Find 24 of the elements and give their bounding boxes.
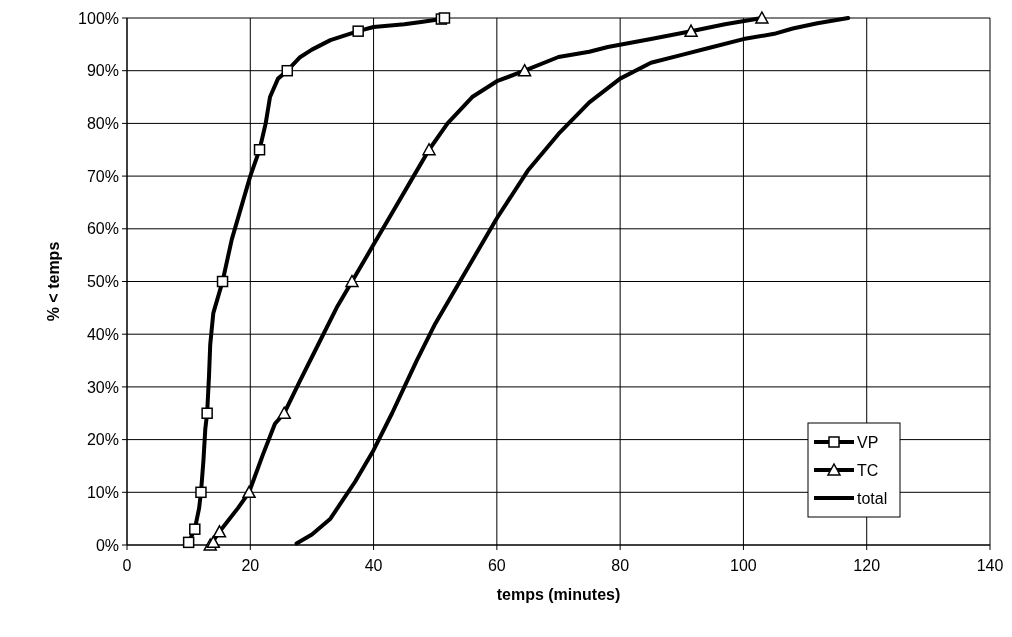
y-tick-label: 30% <box>86 378 119 396</box>
x-tick-label: 60 <box>487 557 506 574</box>
y-tick-label: 100% <box>78 9 119 27</box>
y-axis-title: % < temps <box>45 241 62 322</box>
legend-label: total <box>857 489 888 507</box>
x-tick-label: 80 <box>611 557 630 574</box>
x-axis-title: temps (minutes) <box>496 586 621 603</box>
y-tick-label: 40% <box>86 325 119 343</box>
y-tick-label: 10% <box>86 483 119 501</box>
y-tick-label: 80% <box>86 115 119 132</box>
y-tick-label: 60% <box>86 220 119 238</box>
x-tick-label: 40 <box>364 557 383 574</box>
x-tick-label: 140 <box>976 557 1004 574</box>
legend-label: TC <box>857 461 879 479</box>
legend-label: VP <box>857 433 879 451</box>
x-tick-label: 120 <box>853 557 881 574</box>
y-tick-label: 70% <box>86 167 119 185</box>
y-tick-label: 90% <box>86 62 119 80</box>
y-tick-label: 0% <box>95 536 119 554</box>
x-tick-label: 20 <box>241 557 260 574</box>
y-tick-label: 50% <box>86 273 119 291</box>
y-tick-label: 20% <box>86 431 119 449</box>
x-tick-label: 100 <box>730 557 757 574</box>
x-tick-label: 0 <box>122 557 132 574</box>
